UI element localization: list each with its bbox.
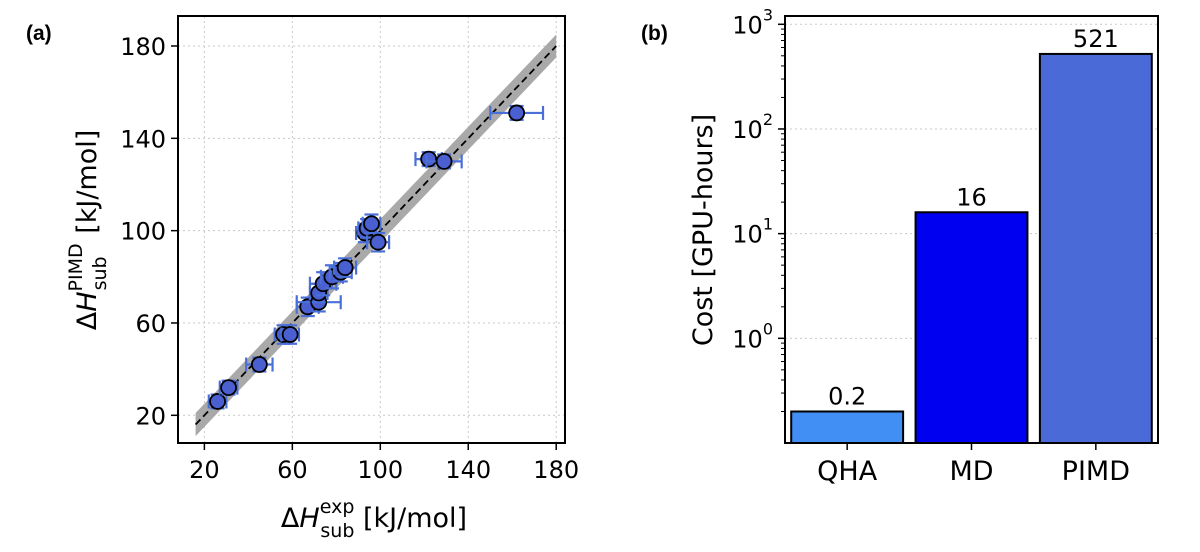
bar-md: 16 <box>914 183 1029 444</box>
point-marker <box>420 150 438 168</box>
panel-b-bars: 0.2 16 521 <box>790 25 1153 445</box>
point-marker <box>435 153 453 170</box>
panel-a-data-point <box>207 393 228 410</box>
panel-a-y-tick-label: 180 <box>120 33 166 61</box>
panel-a-data-point <box>280 324 301 345</box>
panel-a-data-point <box>366 231 391 253</box>
panel-b-y-tick-label: 100 <box>732 319 773 353</box>
point-marker <box>220 379 237 397</box>
panel-b-label: (b) <box>641 22 668 45</box>
panel-b-y-tick-label: 102 <box>732 110 773 144</box>
panel-a-x-tick-label: 20 <box>189 456 220 484</box>
panel-a-data-point <box>361 213 382 235</box>
panel-a-ticks: 20 60 100 140 180 20 60 100 140 180 <box>120 33 579 484</box>
bar-rect <box>1038 52 1153 444</box>
bar-rect <box>914 211 1029 444</box>
panel-a-grid <box>178 16 565 443</box>
panel-b-x-tick-label: PIMD <box>1062 456 1130 487</box>
panel-a-y-tick-label: 100 <box>120 218 166 246</box>
panel-a-y-tick-label: 140 <box>120 125 166 153</box>
panel-b-ticks: 100 101 102 103 QHA MD PIMD <box>732 5 1130 487</box>
panel-a-y-tick-label: 60 <box>135 310 166 338</box>
panel-a-scatter: (a) 20 60 100 140 180 20 60 100 140 180 ΔHexp sub … <box>26 15 579 542</box>
panel-a-parity-line <box>194 45 557 426</box>
point-marker <box>281 326 299 343</box>
bar-pimd: 521 <box>1038 25 1153 444</box>
panel-a-data-point <box>425 153 463 170</box>
panel-a-x-tick-label: 60 <box>277 456 308 484</box>
point-marker <box>363 215 380 233</box>
point-marker <box>250 356 268 373</box>
panel-a-data-point <box>489 104 545 122</box>
bar-qha: 0.2 <box>790 382 905 445</box>
panel-a-points <box>207 104 545 410</box>
panel-b-y-tick-label: 101 <box>732 215 773 249</box>
panel-b-x-tick-label: QHA <box>817 456 878 487</box>
panel-a-x-tick-label: 180 <box>533 456 579 484</box>
panel-b-y-axis-label: Cost [GPU-hours] <box>688 114 719 346</box>
panel-a-x-axis-label: ΔHexp sub [kJ/mol] <box>281 496 467 542</box>
panel-a-data-point <box>333 257 358 278</box>
bar-rect <box>790 410 905 445</box>
panel-a-y-axis-label: ΔHPIMD sub [kJ/mol] <box>65 130 111 331</box>
bar-value-label: 16 <box>956 183 987 211</box>
panel-a-y-tick-label: 20 <box>135 402 166 430</box>
y-label-delta: Δ <box>72 311 103 330</box>
y-label-sup: PIMD <box>65 243 87 291</box>
point-marker <box>336 259 354 276</box>
panel-a-x-tick-label: 140 <box>445 456 491 484</box>
x-label-sub: sub <box>320 520 354 542</box>
x-label-unit: [kJ/mol] <box>354 503 467 534</box>
point-marker <box>369 233 387 251</box>
panel-a-frame <box>177 15 566 444</box>
panel-a-data-point <box>245 356 274 373</box>
panel-b-x-tick-label: MD <box>949 456 993 487</box>
y-label-sub: sub <box>89 256 111 290</box>
bar-value-label: 521 <box>1073 25 1119 53</box>
x-label-delta: Δ <box>281 503 300 534</box>
y-label-var: H <box>72 291 103 311</box>
y-label-unit: [kJ/mol] <box>72 130 103 243</box>
point-marker <box>209 393 226 410</box>
panel-a-data-point <box>218 379 239 397</box>
panel-b-y-tick-label: 103 <box>732 5 773 39</box>
x-label-var: H <box>299 503 319 534</box>
bar-value-label: 0.2 <box>828 382 866 410</box>
point-marker <box>508 104 526 122</box>
panel-b-bar: (b) 0.2 16 521 100 101 102 103 QHA MD PIMD Cost … <box>641 5 1159 487</box>
panel-a-label: (a) <box>26 22 52 45</box>
panel-a-x-tick-label: 100 <box>357 456 403 484</box>
x-label-sup: exp <box>320 496 355 518</box>
